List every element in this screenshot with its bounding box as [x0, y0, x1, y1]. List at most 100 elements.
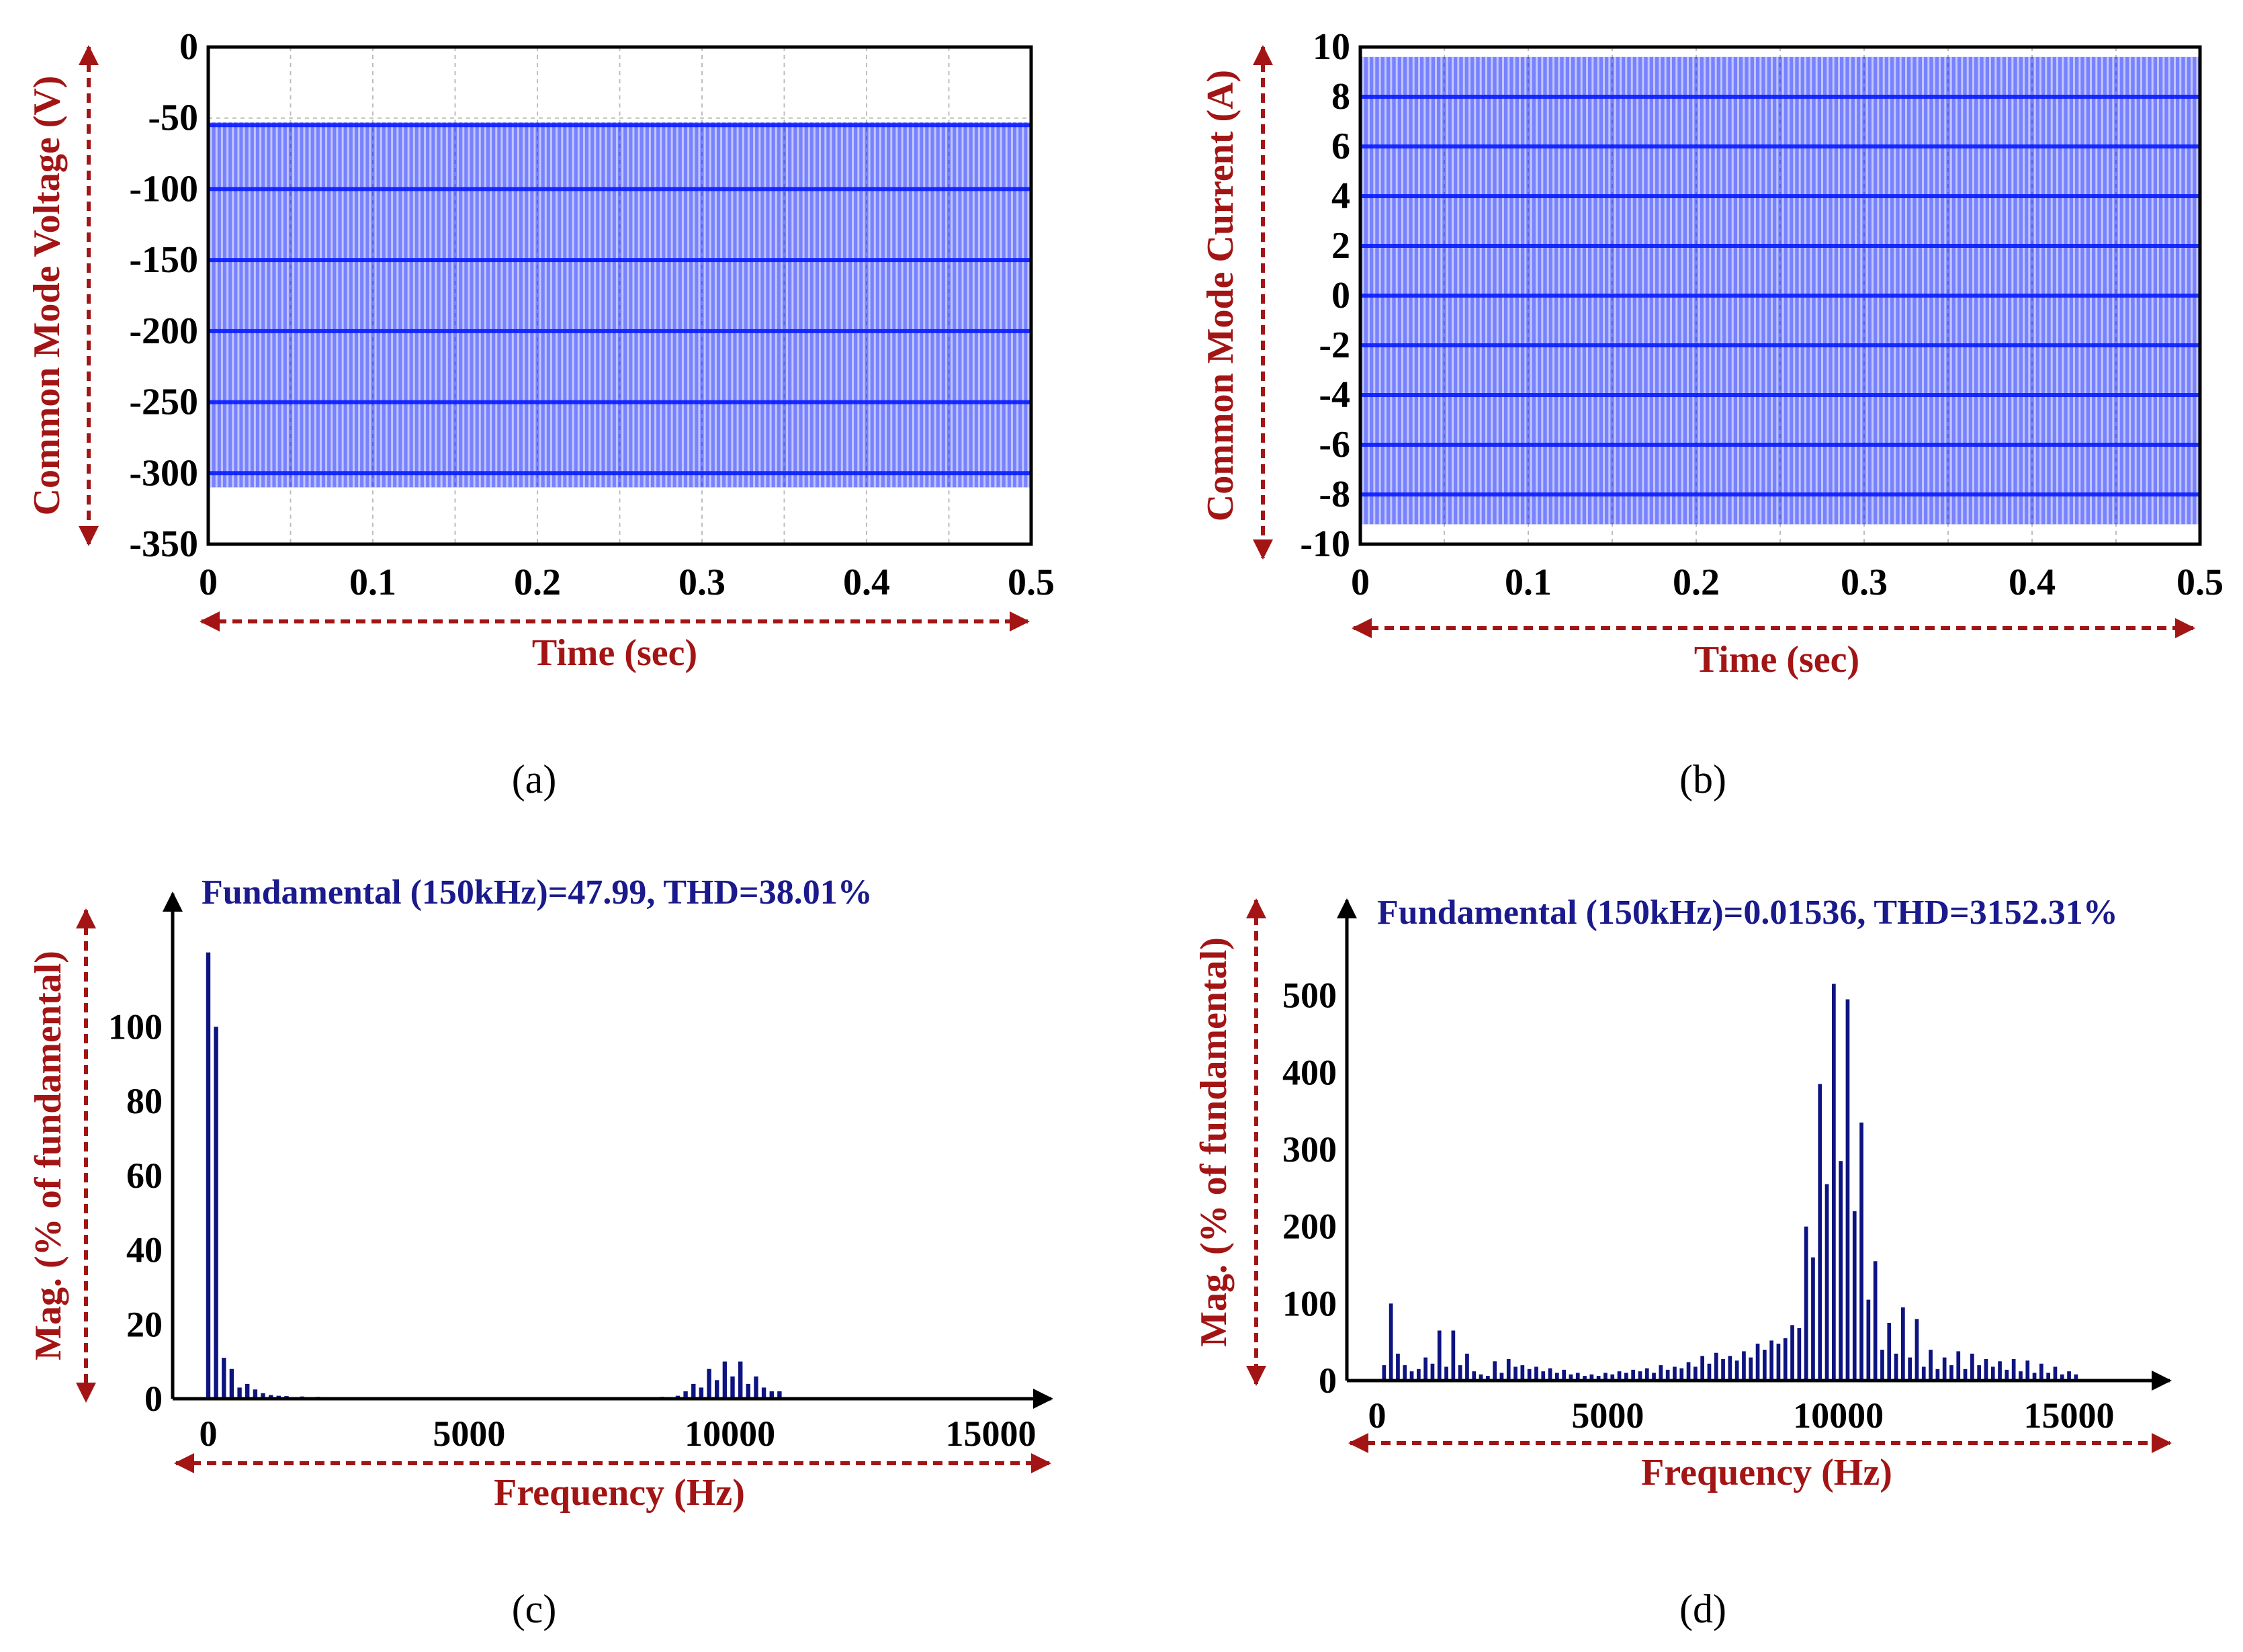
chart-c-xtick: 5000	[433, 1414, 505, 1454]
chart-d-bar	[1631, 1369, 1635, 1381]
chart-d-bar	[1520, 1365, 1525, 1381]
chart-d-bar	[1963, 1368, 1968, 1381]
chart-d-bar	[1776, 1344, 1781, 1381]
chart-d-bar	[1908, 1357, 1912, 1381]
chart-d-bar	[1755, 1344, 1760, 1381]
chart-c-xlabel: Frequency (Hz)	[494, 1472, 745, 1514]
chart-d-bar	[1396, 1353, 1400, 1381]
chart-c-bars	[206, 952, 899, 1399]
chart-d-bar	[1506, 1358, 1511, 1381]
chart-d-bar	[1797, 1328, 1802, 1381]
chart-d-bar	[2011, 1358, 2016, 1381]
chart-b-xtick: 0.3	[1841, 562, 1888, 603]
chart-c-bar	[253, 1389, 258, 1399]
chart-c-bar	[269, 1395, 273, 1399]
chart-a-xtick: 0.3	[678, 562, 725, 603]
chart-c-ytick: 100	[108, 1006, 163, 1047]
chart-d-bar	[1804, 1226, 1808, 1381]
chart-d-bar	[1486, 1376, 1490, 1381]
chart-d-xlabel: Frequency (Hz)	[1641, 1452, 1892, 1493]
chart-c-bar	[229, 1368, 234, 1399]
chart-d-bar	[1935, 1368, 1940, 1381]
chart-b-signal	[1360, 46, 2201, 545]
chart-d-bar	[1610, 1374, 1615, 1381]
chart-d-bar	[1583, 1376, 1587, 1381]
chart-d-bar	[1998, 1361, 2002, 1381]
chart-c-ylabel: Mag. (% of fundamental)	[28, 951, 69, 1360]
chart-d-bar	[1499, 1373, 1504, 1381]
chart-d-bar	[1389, 1303, 1393, 1381]
chart-a-signal	[208, 46, 1032, 545]
chart-d-bar	[1818, 1084, 1822, 1381]
chart-d-bar	[1949, 1365, 1953, 1381]
chart-d-bar	[1839, 1161, 1843, 1381]
chart-c-caption: (c)	[512, 1587, 557, 1631]
chart-c-bar	[730, 1376, 735, 1399]
chart-b-xtick: 0.5	[2176, 562, 2224, 603]
chart-d-ytick: 100	[1282, 1283, 1337, 1323]
chart-d-bar	[1749, 1357, 1753, 1381]
chart-d-bar	[1707, 1363, 1712, 1381]
chart-d-bar	[1811, 1257, 1815, 1381]
chart-b-xtick: 0	[1351, 562, 1370, 603]
chart-d-bar	[1437, 1330, 1442, 1381]
chart-c-xtick: 0	[200, 1414, 218, 1454]
chart-b-ytick: -10	[1300, 523, 1350, 565]
chart-d-bar	[1527, 1368, 1532, 1381]
chart-d-bar	[1541, 1371, 1546, 1381]
chart-d-bar	[1382, 1365, 1387, 1381]
chart-c-ytick: 0	[144, 1379, 163, 1419]
chart-c-bar	[699, 1387, 704, 1399]
chart-d-xtick: 15000	[2024, 1395, 2115, 1436]
chart-d-bar	[1548, 1368, 1552, 1381]
chart-d-bar	[1493, 1361, 1497, 1381]
chart-a-ytick: -100	[129, 168, 198, 210]
chart-d-bar	[1479, 1374, 1483, 1381]
chart-c-title: Fundamental (150kHz)=47.99, THD=38.01%	[202, 873, 873, 912]
chart-b-ytick: 6	[1331, 126, 1350, 167]
chart-d-bars	[1382, 984, 2078, 1381]
chart-d-bar	[1472, 1371, 1477, 1381]
chart-a-envelope	[208, 122, 1031, 488]
chart-a-ylabel: Common Mode Voltage (V)	[26, 76, 68, 516]
chart-d-bar	[1783, 1338, 1788, 1381]
chart-a-ticks: 0 0.1 0.2 0.3 0.4 0.5 0 -50 -100 -150 -200 -250 -300…	[129, 26, 1055, 603]
chart-b-ticks: 0 0.1 0.2 0.3 0.4 0.5 10 8 6 4 2 0 -2 -4 -6 -8 -10	[1300, 26, 2224, 603]
chart-d-bar	[1824, 1184, 1829, 1381]
chart-a-caption: (a)	[512, 757, 557, 801]
chart-d-bar	[1589, 1374, 1594, 1381]
chart-b-ytick: 0	[1331, 275, 1350, 316]
chart-d-bar	[1929, 1350, 1933, 1381]
chart-b-ytick: -6	[1319, 424, 1350, 466]
chart-c-bar	[214, 1027, 218, 1399]
chart-d-bar	[1714, 1352, 1718, 1381]
chart-b-ytick: 2	[1331, 225, 1350, 267]
chart-a-ytick: -200	[129, 310, 198, 352]
chart-d-bar	[2053, 1366, 2058, 1381]
chart-d-bar	[1852, 1211, 1857, 1381]
chart-d-bar	[1596, 1376, 1601, 1381]
chart-d-bar	[1956, 1351, 1961, 1381]
chart-d-bar	[1451, 1330, 1456, 1381]
chart-d-bar	[2074, 1374, 2078, 1381]
chart-c-ytick: 80	[126, 1081, 163, 1121]
chart-b-ytick: 8	[1331, 76, 1350, 118]
chart-c-bar	[222, 1358, 226, 1399]
chart-d-bar	[1417, 1368, 1421, 1381]
chart-c-xtick: 10000	[685, 1414, 775, 1454]
chart-d-bar	[2019, 1371, 2023, 1381]
chart-d-bar	[1901, 1307, 1905, 1381]
chart-d-bar	[1790, 1325, 1794, 1381]
chart-d-bar	[1894, 1353, 1898, 1381]
chart-d-bar	[1673, 1366, 1677, 1381]
chart-d-ytick: 200	[1282, 1207, 1337, 1247]
chart-d-bar	[1859, 1122, 1863, 1381]
chart-c-bar	[707, 1368, 711, 1399]
chart-d-title: Fundamental (150kHz)=0.01536, THD=3152.3…	[1377, 894, 2118, 932]
chart-c-bar	[754, 1376, 758, 1399]
chart-d-bar	[1430, 1363, 1435, 1381]
chart-d-bar	[1728, 1356, 1732, 1381]
chart-d-bar	[1866, 1299, 1871, 1381]
chart-c-bar	[715, 1380, 719, 1399]
chart-a-ytick: -150	[129, 239, 198, 281]
